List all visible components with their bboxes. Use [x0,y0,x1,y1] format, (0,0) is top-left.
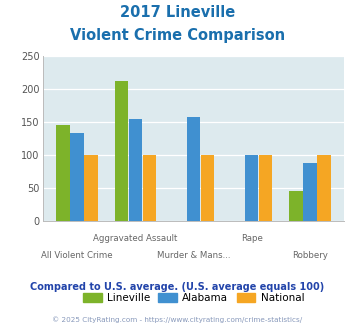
Bar [56,125,70,221]
Bar [303,163,317,221]
Bar [317,155,331,221]
Text: Aggravated Assault: Aggravated Assault [93,234,178,243]
Bar [115,81,128,221]
Text: All Violent Crime: All Violent Crime [41,251,113,260]
Text: Rape: Rape [241,234,263,243]
Bar [245,155,258,221]
Legend: Lineville, Alabama, National: Lineville, Alabama, National [78,289,308,308]
Bar [187,117,200,221]
Text: Violent Crime Comparison: Violent Crime Comparison [70,28,285,43]
Text: 2017 Lineville: 2017 Lineville [120,5,235,20]
Text: © 2025 CityRating.com - https://www.cityrating.com/crime-statistics/: © 2025 CityRating.com - https://www.city… [53,317,302,323]
Bar [142,155,156,221]
Bar [70,133,84,221]
Bar [129,119,142,221]
Bar [289,191,303,221]
Bar [201,155,214,221]
Bar [84,155,98,221]
Text: Compared to U.S. average. (U.S. average equals 100): Compared to U.S. average. (U.S. average … [31,282,324,292]
Text: Robbery: Robbery [292,251,328,260]
Bar [259,155,272,221]
Text: Murder & Mans...: Murder & Mans... [157,251,230,260]
